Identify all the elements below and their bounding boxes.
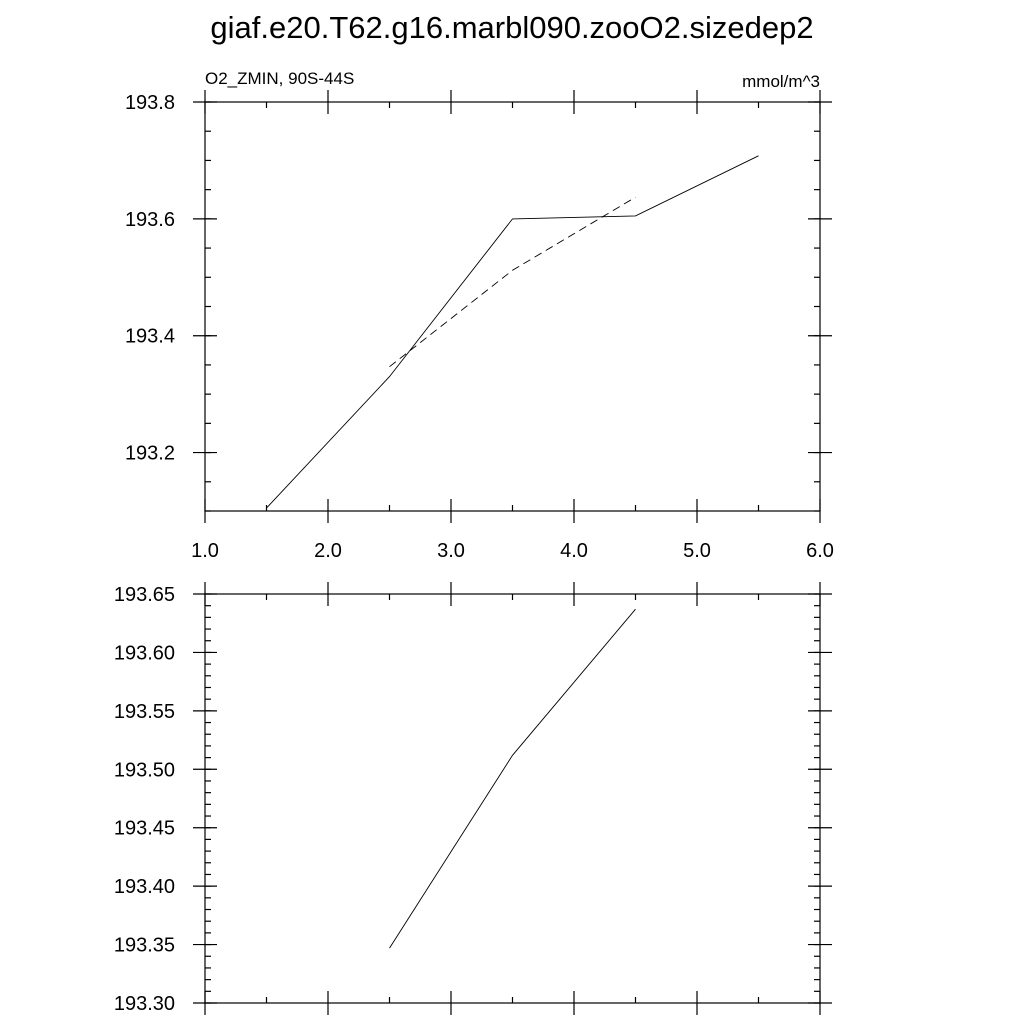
x-tick-label: 5.0	[683, 540, 711, 562]
x-tick-label: 3.0	[437, 540, 465, 562]
panel-left-label: O2_ZMIN, 90S-44S	[205, 69, 354, 88]
y-tick-label: 193.4	[125, 326, 175, 348]
plot-frame	[204, 593, 821, 1004]
y-tick-label: 193.45	[114, 818, 175, 840]
y-tick-label: 193.60	[114, 642, 175, 664]
y-tick-label: 193.2	[125, 443, 175, 465]
x-tick-label: 4.0	[560, 540, 588, 562]
series-line-solid	[389, 608, 636, 949]
y-tick-label: 193.50	[114, 759, 175, 781]
y-tick-label: 193.55	[114, 701, 175, 723]
y-tick-label: 193.30	[114, 993, 175, 1015]
y-tick-label: 193.8	[125, 92, 175, 114]
top-panel: 1.0 2.0 3.0 4.0 5.0 6.0 193.2 193.4 193.6 193.8 O2…	[125, 69, 834, 562]
series-line-dashed	[389, 196, 636, 368]
y-tick-label: 193.6	[125, 209, 175, 231]
figure-title: giaf.e20.T62.g16.marbl090.zooO2.sizedep2	[210, 10, 813, 45]
x-tick-label: 2.0	[314, 540, 342, 562]
series-line-solid	[266, 155, 759, 509]
x-tick-label: 6.0	[806, 540, 834, 562]
y-tick-label: 193.40	[114, 876, 175, 898]
y-tick-label: 193.35	[114, 935, 175, 957]
bottom-panel: 193.30 193.35 193.40 193.45 193.50 193.55 193.…	[114, 582, 832, 1015]
panel-right-label: mmol/m^3	[742, 72, 820, 91]
y-tick-label: 193.65	[114, 584, 175, 606]
x-tick-label: 1.0	[191, 540, 219, 562]
plot-frame	[204, 101, 821, 512]
